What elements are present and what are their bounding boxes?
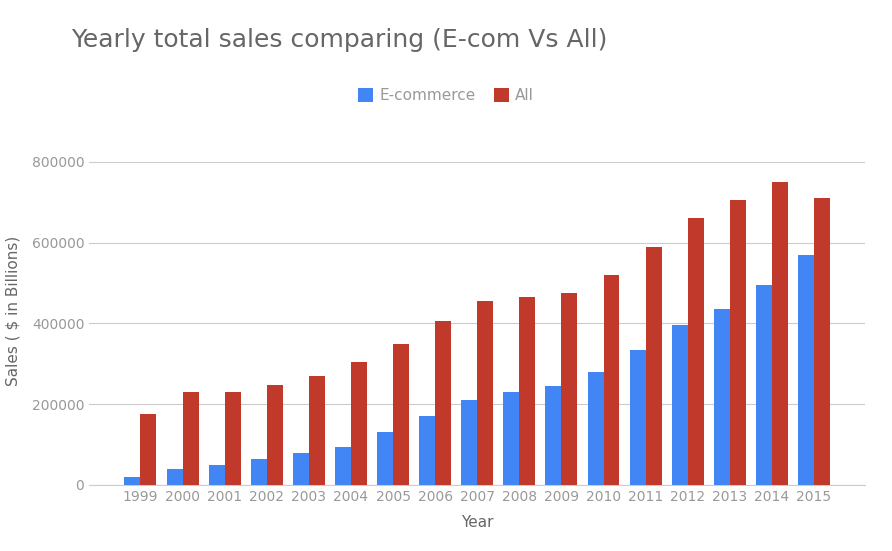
Bar	[519, 297, 535, 485]
Bar	[730, 201, 746, 485]
Bar	[419, 416, 435, 485]
Bar	[209, 464, 225, 485]
Bar	[646, 247, 662, 485]
Bar	[630, 350, 646, 485]
Bar	[561, 293, 577, 485]
Bar	[351, 362, 367, 485]
Bar	[251, 458, 267, 485]
Bar	[125, 477, 140, 485]
Bar	[588, 372, 604, 485]
Bar	[393, 344, 409, 485]
Bar	[167, 469, 183, 485]
Legend: E-commerce, All: E-commerce, All	[351, 82, 541, 109]
Bar	[183, 392, 199, 485]
Bar	[461, 400, 477, 485]
Bar	[714, 309, 730, 485]
Bar	[604, 275, 620, 485]
Bar	[798, 255, 814, 485]
Bar	[772, 182, 788, 485]
Bar	[756, 285, 772, 485]
Bar	[267, 385, 283, 485]
Bar	[435, 321, 451, 485]
Bar	[477, 301, 493, 485]
Bar	[377, 433, 393, 485]
Bar	[503, 392, 519, 485]
Bar	[688, 219, 704, 485]
Bar	[225, 392, 241, 485]
Bar	[293, 452, 309, 485]
Bar	[814, 198, 830, 485]
Y-axis label: Sales ( $ in Billions): Sales ( $ in Billions)	[5, 236, 21, 386]
Bar	[334, 446, 351, 485]
Bar	[309, 376, 325, 485]
Bar	[672, 326, 688, 485]
Bar	[545, 386, 561, 485]
X-axis label: Year: Year	[461, 515, 493, 530]
Text: Yearly total sales comparing (E-com Vs All): Yearly total sales comparing (E-com Vs A…	[71, 28, 607, 52]
Bar	[140, 414, 156, 485]
